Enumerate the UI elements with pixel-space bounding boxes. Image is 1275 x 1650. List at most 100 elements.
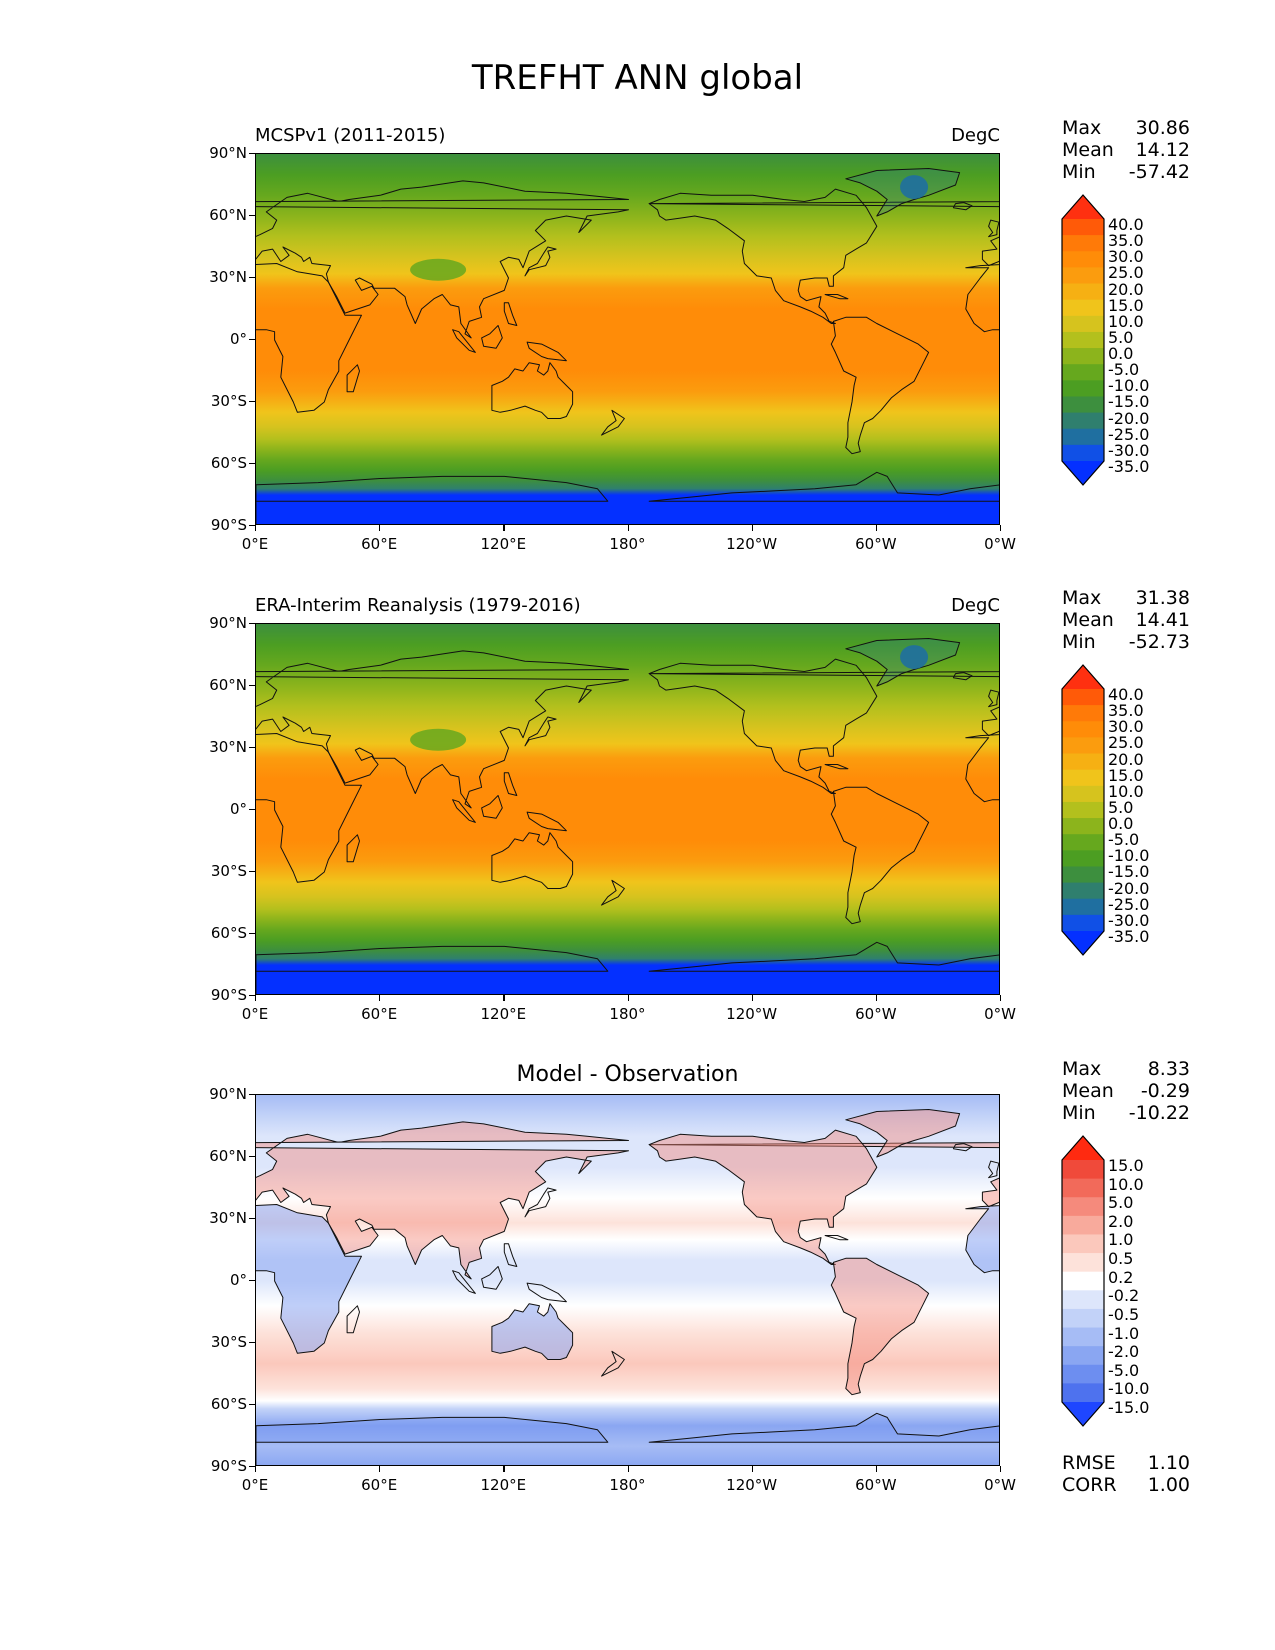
map-canvas-obs [256, 624, 999, 994]
lon-tick-mark [1000, 1466, 1002, 1472]
lon-tick-mark [379, 995, 381, 1001]
tibet-cold-spot [410, 258, 467, 281]
colorbar-segment [1062, 348, 1104, 365]
field-background [256, 1095, 999, 1465]
colorbar-tick-label: 0.0 [1108, 814, 1134, 834]
lon-tick-label: 120°W [726, 1476, 778, 1494]
colorbar-tick-label: -20.0 [1108, 408, 1150, 428]
panel-units: DegC [951, 125, 1000, 146]
lat-tick-label: 0° [229, 330, 247, 348]
colorbar-tick-label: 10.0 [1108, 1174, 1144, 1194]
panel-stats: Max 30.86 Mean 14.12 Min -57.42 [1062, 117, 1190, 183]
lon-tick-label: 0°W [984, 535, 1016, 553]
lon-tick-mark [1000, 525, 1002, 531]
colorbar-segment [1062, 364, 1104, 381]
colorbar-segment [1062, 898, 1104, 916]
lon-tick-mark [379, 525, 381, 531]
colorbar-segment [1062, 1215, 1104, 1236]
stat-label: RMSE [1062, 1452, 1116, 1474]
colorbar-segment [1062, 1327, 1104, 1347]
colorbar-tick-label: 35.0 [1108, 231, 1144, 251]
lat-tick-mark [249, 339, 255, 341]
colorbar [1061, 664, 1105, 956]
colorbar-tick-label: -15.0 [1108, 392, 1150, 412]
colorbar-segment [1062, 299, 1104, 317]
lat-tick-label: 90°N [209, 1085, 247, 1103]
lon-tick-label: 180° [609, 535, 646, 553]
lat-tick-label: 60°S [210, 454, 247, 472]
map-model [255, 153, 1000, 525]
lat-tick-mark [249, 153, 255, 155]
stat-row: Max 30.86 [1062, 117, 1190, 139]
colorbar-segment [1062, 283, 1104, 301]
lon-tick-label: 60°W [855, 1005, 897, 1023]
lon-tick-mark [875, 525, 878, 531]
lat-tick-label: 60°N [209, 206, 247, 224]
colorbar [1061, 194, 1105, 486]
colorbar-segment [1062, 428, 1104, 446]
colorbar [1061, 1135, 1105, 1427]
lat-tick-mark [249, 277, 255, 279]
lon-tick-mark [255, 995, 257, 1001]
lon-tick-mark [627, 995, 629, 1001]
lat-tick-mark [249, 871, 255, 873]
colorbar-segment [1062, 834, 1104, 851]
colorbar-tick-label: -25.0 [1108, 894, 1150, 914]
panel-stats: Max 8.33 Mean -0.29 Min -10.22 [1062, 1058, 1190, 1124]
lat-tick-mark [249, 685, 255, 687]
stat-label: Min [1062, 631, 1096, 653]
colorbar-tick-label: 20.0 [1108, 279, 1144, 299]
stat-label: Mean [1062, 1080, 1114, 1102]
stat-row: Mean -0.29 [1062, 1080, 1190, 1102]
stat-row: RMSE 1.10 [1062, 1452, 1190, 1474]
colorbar-segment [1062, 737, 1104, 755]
lon-tick-label: 120°W [726, 535, 778, 553]
colorbar-segment [1062, 1290, 1104, 1310]
lat-tick-label: 90°N [209, 614, 247, 632]
lat-tick-label: 90°N [209, 144, 247, 162]
colorbar-segment [1062, 380, 1104, 398]
lat-tick-label: 30°N [209, 1209, 247, 1227]
lon-tick-label: 60°E [361, 535, 398, 553]
lat-tick-label: 60°S [210, 924, 247, 942]
colorbar-tick-label: 2.0 [1108, 1211, 1134, 1231]
lat-tick-label: 0° [229, 800, 247, 818]
lat-tick-label: 60°S [210, 1395, 247, 1413]
colorbar-extend-bottom [1062, 931, 1104, 955]
field-background [256, 624, 999, 994]
lat-tick-label: 60°N [209, 1147, 247, 1165]
colorbar-segment [1062, 850, 1104, 868]
lat-tick-mark [249, 747, 255, 749]
stat-row: Min -57.42 [1062, 161, 1190, 183]
lat-tick-mark [249, 401, 255, 403]
stat-row: Mean 14.41 [1062, 609, 1190, 631]
colorbar-extend-top [1062, 195, 1104, 219]
colorbar-extend-bottom [1062, 1402, 1104, 1426]
colorbar-tick-label: -1.0 [1108, 1323, 1140, 1343]
stat-row: Min -10.22 [1062, 1102, 1190, 1124]
lon-tick-label: 120°W [726, 1005, 778, 1023]
lon-tick-label: 60°E [361, 1476, 398, 1494]
colorbar-tick-label: 15.0 [1108, 765, 1144, 785]
colorbar-tick-label: 40.0 [1108, 685, 1144, 704]
stat-value: 14.12 [1135, 139, 1190, 161]
colorbar-tick-label: 40.0 [1108, 215, 1144, 234]
colorbar-tick-label: 15.0 [1108, 295, 1144, 315]
colorbar-segment [1062, 1364, 1104, 1384]
lon-tick-mark [751, 995, 753, 1001]
field-background [256, 154, 999, 524]
lon-tick-label: 180° [609, 1476, 646, 1494]
map-obs [255, 623, 1000, 995]
lon-tick-mark [875, 995, 878, 1001]
tibet-cold-spot [410, 728, 467, 751]
stat-value: -52.73 [1128, 631, 1190, 653]
stat-label: Max [1062, 117, 1102, 139]
colorbar-segment [1062, 721, 1104, 738]
panel-extra-stats: RMSE 1.10 CORR 1.00 [1062, 1452, 1190, 1496]
stat-value: -57.42 [1128, 161, 1190, 183]
greenland-cold-core [900, 175, 929, 200]
stat-value: 14.41 [1135, 609, 1190, 631]
panel-title: ERA-Interim Reanalysis (1979-2016) [255, 595, 581, 616]
colorbar-tick-label: 25.0 [1108, 263, 1144, 283]
lat-tick-mark [249, 1094, 255, 1096]
